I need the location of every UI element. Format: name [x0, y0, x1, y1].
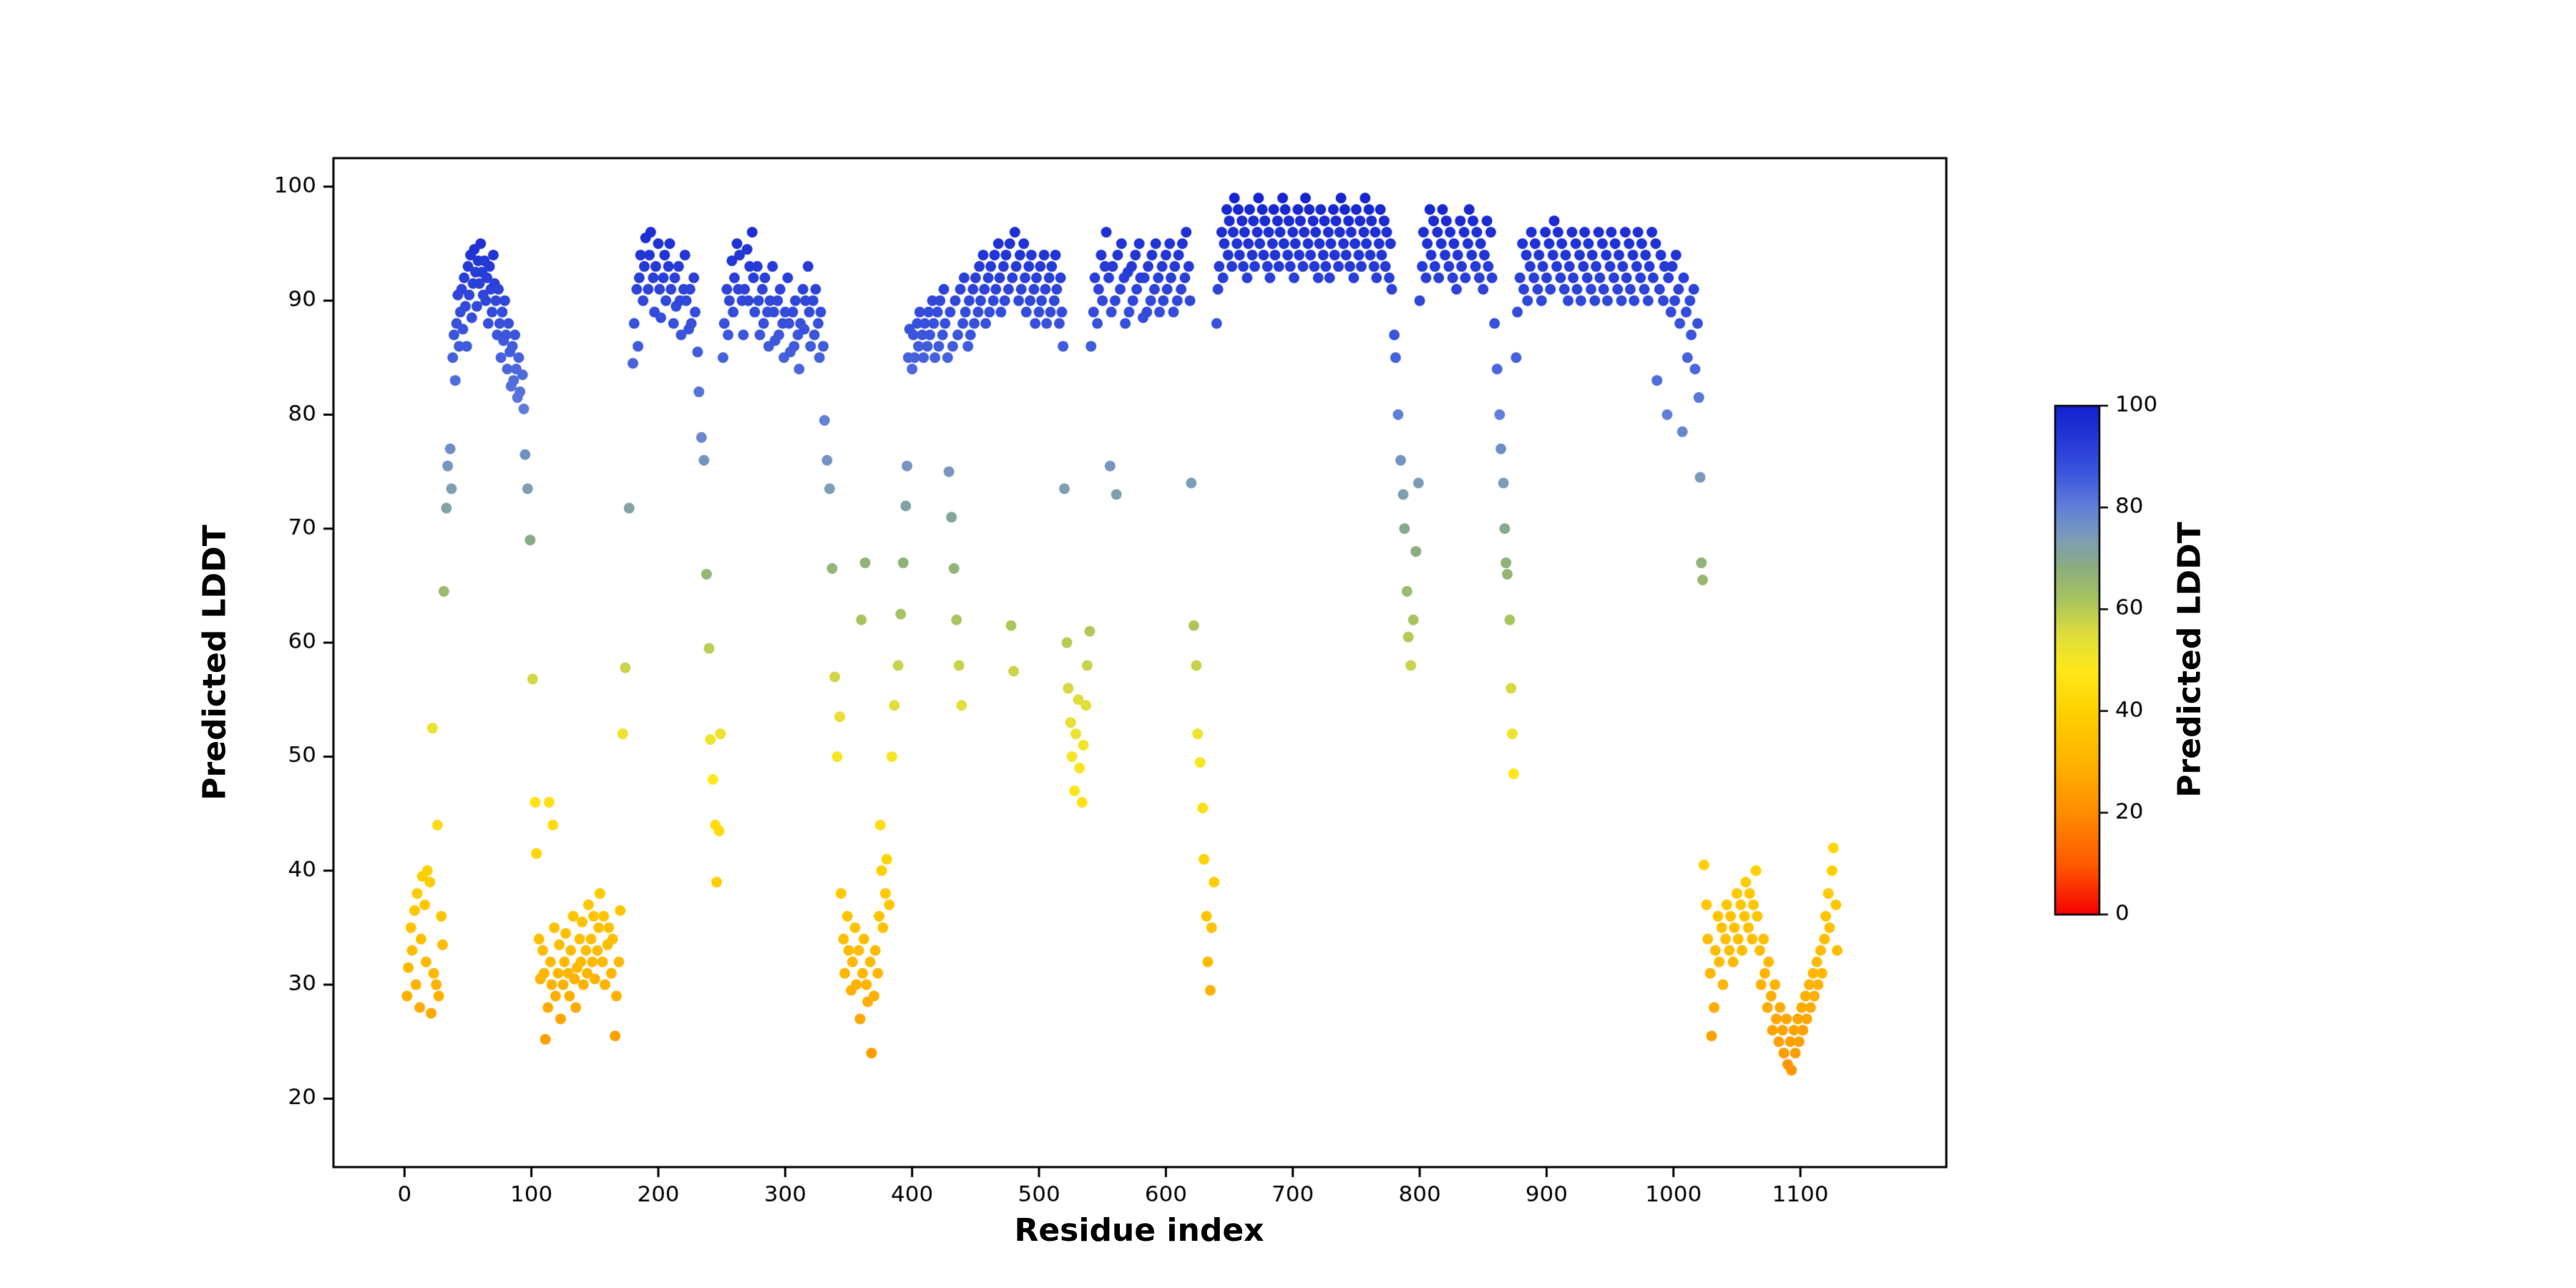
x-axis-label: Residue index — [1014, 1212, 1264, 1249]
colorbar-label: Predicted LDDT — [2171, 522, 2208, 798]
y-axis-label: Predicted LDDT — [196, 525, 233, 801]
